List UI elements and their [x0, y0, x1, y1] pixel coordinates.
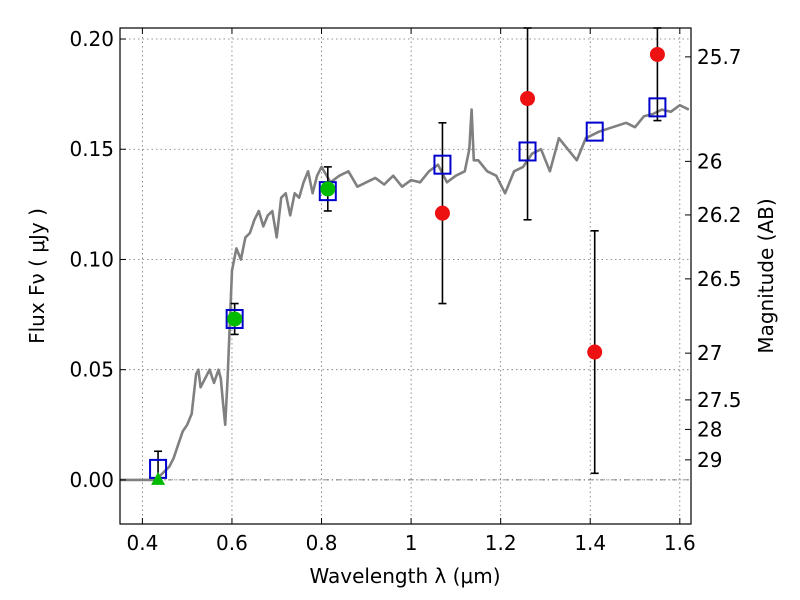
infrared-point: [587, 344, 603, 360]
model-photometry-square: [433, 154, 452, 175]
series-layer: [120, 27, 690, 485]
y-tick-label: 0.05: [69, 358, 114, 382]
y-axis-label: Flux Fν ( μJy ): [25, 208, 49, 344]
magnitude-tick-label: 26.5: [697, 267, 742, 291]
model-photometry-square: [648, 97, 667, 118]
magnitude-tick-label: 26.2: [697, 203, 742, 227]
magnitude-tick-label: 28: [697, 417, 722, 441]
y-tick-label: 0.20: [69, 27, 114, 51]
magnitude-tick-label: 27: [697, 341, 722, 365]
x-tick-label: 1.4: [574, 531, 606, 555]
ticks-layer: 0.4 0.6 0.8 1 1.2 1.4 1.6 0.00 0.05 0.10 0.15 0.20 2…: [69, 27, 741, 555]
x-tick-label: 1: [405, 531, 418, 555]
detection-point: [320, 181, 336, 197]
x-tick-label: 1.6: [664, 531, 696, 555]
x-tick-label: 1.2: [485, 531, 517, 555]
model-photometry-square: [585, 121, 604, 142]
y-tick-label: 0.15: [69, 137, 114, 161]
x-axis-label: Wavelength λ (μm): [309, 564, 500, 588]
x-tick-label: 0.8: [306, 531, 338, 555]
model-photometry-square: [518, 141, 537, 162]
x-tick-label: 0.6: [216, 531, 248, 555]
magnitude-tick-label: 29: [697, 448, 722, 472]
x-tick-label: 0.4: [126, 531, 158, 555]
infrared-point: [649, 46, 665, 62]
sed-model-line: [120, 103, 690, 482]
detection-point: [227, 311, 243, 327]
model-photometry-square: [225, 308, 244, 329]
upper-limit-triangle: [151, 471, 166, 485]
plot-frame: [119, 27, 692, 525]
y-axis-label-right: Magnitude (AB): [754, 198, 778, 353]
y-tick-label: 0.10: [69, 247, 114, 271]
infrared-point: [520, 91, 536, 107]
magnitude-tick-label: 26: [697, 149, 722, 173]
infrared-point: [434, 205, 450, 221]
grid-lines: [120, 28, 691, 524]
magnitude-tick-label: 27.5: [697, 388, 742, 412]
y-tick-label: 0.00: [69, 468, 114, 492]
magnitude-tick-label: 25.7: [697, 45, 742, 69]
